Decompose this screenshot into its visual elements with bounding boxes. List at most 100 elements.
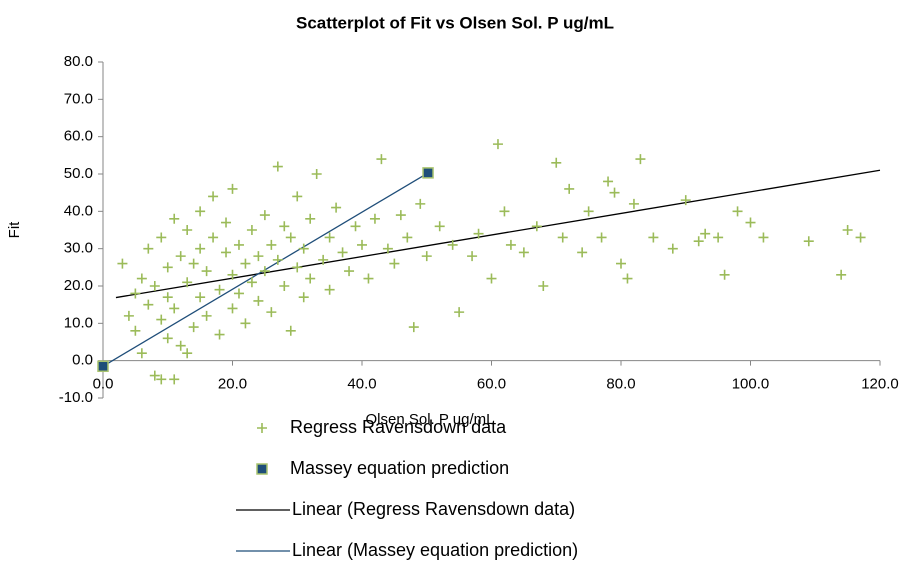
x-tick-label: 100.0 bbox=[732, 376, 770, 393]
y-tick-label: 50.0 bbox=[64, 165, 93, 182]
point bbox=[421, 251, 432, 262]
point bbox=[149, 281, 160, 291]
point bbox=[292, 191, 303, 202]
point bbox=[486, 273, 497, 284]
point bbox=[97, 360, 109, 373]
legend-label: Linear (Regress Ravensdown data) bbox=[292, 499, 575, 519]
point bbox=[758, 232, 769, 243]
point bbox=[253, 295, 264, 306]
point bbox=[551, 157, 562, 168]
point bbox=[473, 228, 484, 239]
point bbox=[357, 239, 367, 250]
point bbox=[240, 318, 251, 329]
point bbox=[240, 258, 251, 269]
point bbox=[175, 340, 186, 351]
x-tick-label: 80.0 bbox=[606, 376, 635, 393]
point bbox=[648, 232, 659, 243]
y-tick-label: -10.0 bbox=[59, 389, 93, 406]
point bbox=[201, 310, 212, 321]
point bbox=[395, 210, 406, 221]
point bbox=[227, 303, 238, 314]
legend-marker bbox=[256, 463, 268, 475]
chart-title: Scatterplot of Fit vs Olsen Sol. P ug/mL bbox=[296, 13, 614, 32]
point bbox=[246, 277, 257, 288]
point bbox=[136, 348, 147, 359]
point bbox=[221, 217, 232, 228]
y-tick-label: 20.0 bbox=[64, 277, 93, 294]
point bbox=[156, 374, 167, 385]
point bbox=[389, 258, 400, 269]
point bbox=[732, 206, 743, 217]
point bbox=[272, 254, 283, 265]
point bbox=[253, 251, 264, 262]
point bbox=[149, 370, 160, 381]
legend-label: Regress Ravensdown data bbox=[290, 417, 507, 437]
point bbox=[201, 266, 212, 277]
y-axis-label: Fit bbox=[6, 221, 23, 238]
point bbox=[369, 213, 380, 224]
point bbox=[117, 258, 128, 269]
point bbox=[227, 269, 238, 280]
point bbox=[454, 307, 465, 318]
x-tick-label: 120.0 bbox=[861, 376, 899, 393]
y-tick-label: 40.0 bbox=[64, 202, 93, 219]
point bbox=[855, 232, 866, 243]
point bbox=[214, 329, 225, 340]
x-tick-label: 20.0 bbox=[218, 376, 247, 393]
point bbox=[156, 314, 167, 325]
point bbox=[408, 322, 419, 333]
point bbox=[214, 284, 225, 295]
y-tick-label: 70.0 bbox=[64, 90, 93, 107]
point bbox=[628, 198, 639, 209]
y-tick-label: 60.0 bbox=[64, 128, 93, 145]
point bbox=[136, 273, 147, 284]
point bbox=[505, 239, 516, 250]
point bbox=[583, 206, 594, 217]
point bbox=[836, 269, 847, 280]
point bbox=[259, 266, 270, 277]
point bbox=[531, 221, 542, 232]
point bbox=[279, 221, 290, 232]
point bbox=[842, 225, 853, 235]
point bbox=[208, 191, 219, 202]
point bbox=[518, 247, 529, 258]
point bbox=[130, 325, 141, 336]
point bbox=[123, 310, 134, 321]
point bbox=[564, 183, 575, 194]
point bbox=[221, 247, 232, 258]
point bbox=[279, 281, 290, 291]
point bbox=[680, 195, 691, 206]
point bbox=[130, 288, 141, 299]
point bbox=[246, 225, 257, 235]
point bbox=[609, 187, 620, 198]
point bbox=[266, 239, 277, 250]
point bbox=[415, 198, 426, 209]
point bbox=[318, 254, 329, 265]
point bbox=[803, 236, 814, 247]
point bbox=[616, 258, 626, 269]
point bbox=[577, 247, 588, 258]
point bbox=[182, 225, 193, 235]
point bbox=[693, 236, 704, 247]
x-tick-label: 0.0 bbox=[93, 376, 114, 393]
point bbox=[538, 281, 549, 291]
point bbox=[402, 232, 413, 243]
point bbox=[169, 303, 180, 314]
point bbox=[363, 273, 374, 284]
y-tick-label: 30.0 bbox=[64, 240, 93, 257]
point bbox=[337, 247, 348, 258]
point bbox=[143, 243, 154, 254]
point bbox=[175, 251, 186, 262]
point bbox=[195, 243, 206, 254]
point bbox=[305, 273, 316, 284]
point bbox=[188, 322, 199, 333]
point bbox=[156, 232, 167, 243]
y-tick-label: 80.0 bbox=[64, 53, 93, 70]
point bbox=[182, 348, 193, 359]
legend-label: Linear (Massey equation prediction) bbox=[292, 540, 578, 560]
x-tick-label: 60.0 bbox=[477, 376, 506, 393]
point bbox=[382, 243, 393, 254]
point bbox=[285, 325, 296, 336]
